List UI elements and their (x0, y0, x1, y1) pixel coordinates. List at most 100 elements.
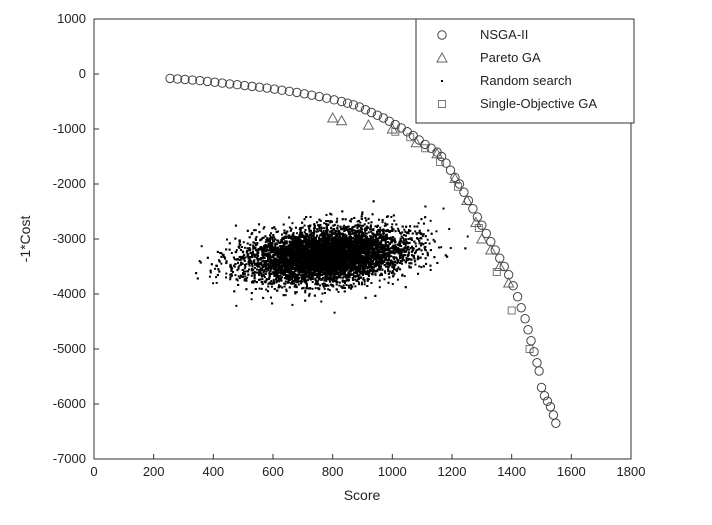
data-point (244, 270, 247, 273)
data-point (345, 284, 348, 287)
data-point (243, 272, 246, 275)
data-point (378, 286, 381, 289)
data-point (291, 277, 294, 280)
data-point (417, 222, 420, 225)
data-point (387, 267, 390, 270)
data-point (304, 291, 307, 294)
data-point (365, 273, 368, 276)
data-point (426, 252, 429, 255)
data-point (383, 278, 386, 281)
data-point (373, 258, 376, 261)
data-point (261, 278, 264, 281)
data-point (276, 274, 279, 277)
data-point (343, 265, 346, 268)
data-point (253, 255, 256, 258)
series-random-search (195, 200, 469, 314)
data-point (403, 259, 406, 262)
data-point (363, 223, 366, 226)
data-point (250, 298, 253, 301)
data-point (435, 230, 438, 233)
data-point (212, 282, 215, 285)
data-point (271, 240, 274, 243)
data-point (407, 232, 410, 235)
data-point (215, 281, 218, 284)
data-point (373, 262, 376, 265)
data-point (274, 272, 277, 275)
data-point (297, 269, 300, 272)
data-point (440, 246, 443, 249)
data-point (401, 260, 404, 263)
data-point (292, 275, 295, 278)
data-point (384, 235, 387, 238)
data-point (414, 230, 417, 233)
data-point (284, 282, 287, 285)
data-point (308, 292, 311, 295)
data-point (299, 279, 302, 282)
data-point (220, 255, 223, 258)
data-point (352, 229, 355, 232)
data-point (310, 229, 313, 232)
data-point (236, 269, 239, 272)
data-point (295, 232, 298, 235)
data-point (305, 273, 308, 276)
data-point (298, 228, 301, 231)
data-point (278, 261, 281, 264)
data-point (394, 240, 397, 243)
data-point (263, 226, 266, 229)
data-point (318, 288, 321, 291)
data-point (413, 254, 416, 257)
data-point (295, 254, 298, 257)
data-point (340, 240, 343, 243)
data-point (277, 274, 280, 277)
data-point (291, 222, 294, 225)
data-point (362, 277, 365, 280)
data-point (448, 228, 451, 231)
data-point (288, 276, 291, 279)
data-point (289, 235, 292, 238)
data-point (385, 245, 388, 248)
data-point (258, 263, 261, 266)
data-point (295, 291, 298, 294)
data-point (252, 247, 255, 250)
data-point (243, 246, 246, 249)
data-point (409, 247, 412, 250)
data-point (331, 277, 334, 280)
data-point (367, 278, 370, 281)
data-point (390, 215, 393, 218)
data-point (235, 249, 238, 252)
data-point (253, 242, 256, 245)
data-point (396, 262, 399, 265)
data-point (311, 271, 314, 274)
data-point (217, 259, 220, 262)
data-point (280, 250, 283, 253)
data-point (304, 240, 307, 243)
data-point (329, 235, 332, 238)
data-point (393, 237, 396, 240)
data-point (361, 224, 364, 227)
data-point (384, 271, 387, 274)
data-point (260, 272, 263, 275)
data-point (293, 239, 296, 242)
data-point (260, 248, 263, 251)
data-point (374, 225, 377, 228)
data-point (331, 270, 334, 273)
data-point (284, 266, 287, 269)
data-point (308, 229, 311, 232)
data-point (209, 271, 212, 274)
data-point (270, 285, 273, 288)
data-point (292, 244, 295, 247)
data-point (208, 275, 211, 278)
data-point (288, 226, 291, 229)
data-point (260, 287, 263, 290)
data-point (325, 279, 328, 282)
data-point (392, 248, 395, 251)
data-point (224, 257, 227, 260)
data-point (326, 259, 329, 262)
data-point (283, 282, 286, 285)
data-point (285, 288, 288, 291)
data-point (223, 256, 226, 259)
data-point (389, 270, 392, 273)
data-point (376, 249, 379, 252)
data-point (337, 290, 340, 293)
data-point (416, 258, 419, 261)
